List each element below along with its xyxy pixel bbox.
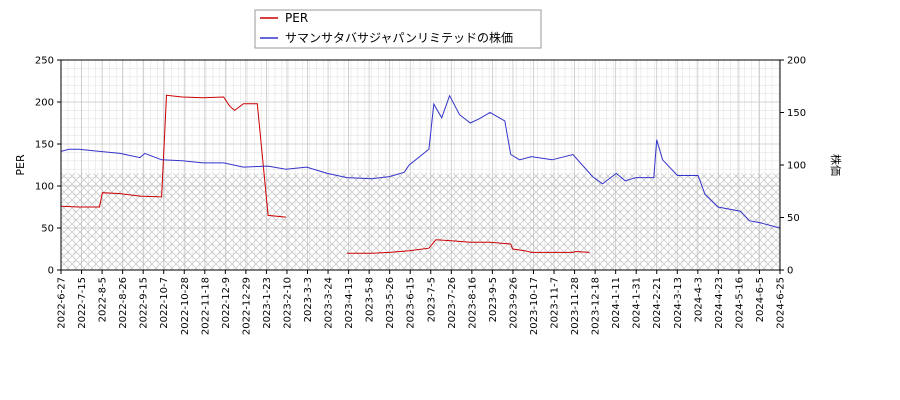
y-right-tick-label: 100 xyxy=(787,161,806,172)
y-left-tick-label: 200 xyxy=(35,98,54,109)
y-left-tick-label: 50 xyxy=(41,224,54,235)
x-tick-label: 2022-8-26 xyxy=(118,277,129,329)
y-left-tick-label: 250 xyxy=(35,56,54,67)
x-tick-label: 2022-6-27 xyxy=(57,277,68,329)
series-layer xyxy=(61,94,780,254)
x-tick-label: 2023-6-15 xyxy=(406,277,417,329)
x-tick-label: 2023-8-16 xyxy=(467,277,478,329)
legend-label-per: PER xyxy=(285,11,308,25)
legend: PER サマンサタバサジャパンリミテッドの株価 xyxy=(254,9,542,49)
y-axis-left: 0 50 100 150 200 250 xyxy=(35,56,61,277)
x-tick-label: 2023-2-10 xyxy=(282,277,293,329)
y-right-tick-label: 200 xyxy=(787,56,806,67)
x-tick-label: 2024-4-3 xyxy=(693,277,704,322)
x-tick-label: 2023-3-24 xyxy=(324,277,335,329)
y-left-tick-label: 100 xyxy=(35,182,54,193)
x-tick-label: 2024-3-13 xyxy=(673,277,684,329)
x-tick-label: 2024-1-11 xyxy=(611,277,622,329)
legend-box xyxy=(254,9,542,49)
hatched-band xyxy=(61,173,780,270)
x-tick-label: 2023-11-28 xyxy=(570,277,581,335)
x-tick-label: 2023-9-5 xyxy=(488,277,499,322)
x-tick-label: 2023-5-8 xyxy=(365,277,376,322)
x-tick-label: 2024-2-21 xyxy=(652,277,663,329)
x-tick-label: 2022-9-15 xyxy=(139,277,150,329)
y-axis-right-title: 株価 xyxy=(829,154,843,176)
series-line-per xyxy=(61,94,590,254)
x-tick-label: 2024-5-16 xyxy=(734,277,745,329)
y-axis-left-title: PER xyxy=(14,154,27,176)
x-tick-label: 2022-7-15 xyxy=(77,277,88,329)
y-left-tick-label: 0 xyxy=(48,266,54,277)
y-right-tick-label: 150 xyxy=(787,108,806,119)
x-tick-label: 2023-7-5 xyxy=(426,277,437,322)
series-line-stock-price xyxy=(61,94,780,229)
x-tick-label: 2023-9-26 xyxy=(508,277,519,329)
x-tick-label: 2024-6-5 xyxy=(755,277,766,322)
x-tick-label: 2023-4-13 xyxy=(344,277,355,329)
x-tick-label: 2023-12-18 xyxy=(591,277,602,335)
y-left-tick-label: 150 xyxy=(35,140,54,151)
plot-area xyxy=(60,59,781,271)
x-tick-label: 2022-8-5 xyxy=(98,277,109,322)
x-tick-label: 2023-1-23 xyxy=(262,277,273,329)
x-tick-label: 2022-10-28 xyxy=(180,277,191,335)
x-tick-label: 2024-6-25 xyxy=(776,277,787,329)
x-tick-label: 2022-11-18 xyxy=(200,277,211,335)
x-tick-label: 2022-10-7 xyxy=(159,277,170,329)
x-tick-label: 2023-11-7 xyxy=(550,277,561,329)
legend-label-stock-price: サマンサタバサジャパンリミテッドの株価 xyxy=(285,30,513,45)
y-right-tick-label: 0 xyxy=(787,266,793,277)
x-tick-label: 2023-10-17 xyxy=(529,277,540,335)
x-tick-label: 2023-3-3 xyxy=(303,277,314,322)
x-tick-label: 2022-12-9 xyxy=(221,277,232,329)
y-axis-right: 0 50 100 150 200 xyxy=(780,56,806,277)
x-tick-label: 2022-12-29 xyxy=(241,277,252,335)
x-tick-label: 2023-5-26 xyxy=(385,277,396,329)
x-tick-label: 2024-1-31 xyxy=(632,277,643,329)
y-right-tick-label: 50 xyxy=(787,213,800,224)
x-tick-label: 2023-7-26 xyxy=(447,277,458,329)
x-axis: 2022-6-27 2022-7-15 2022-8-5 2022-8-26 2022-… xyxy=(57,270,787,335)
x-tick-label: 2024-4-23 xyxy=(714,277,725,329)
